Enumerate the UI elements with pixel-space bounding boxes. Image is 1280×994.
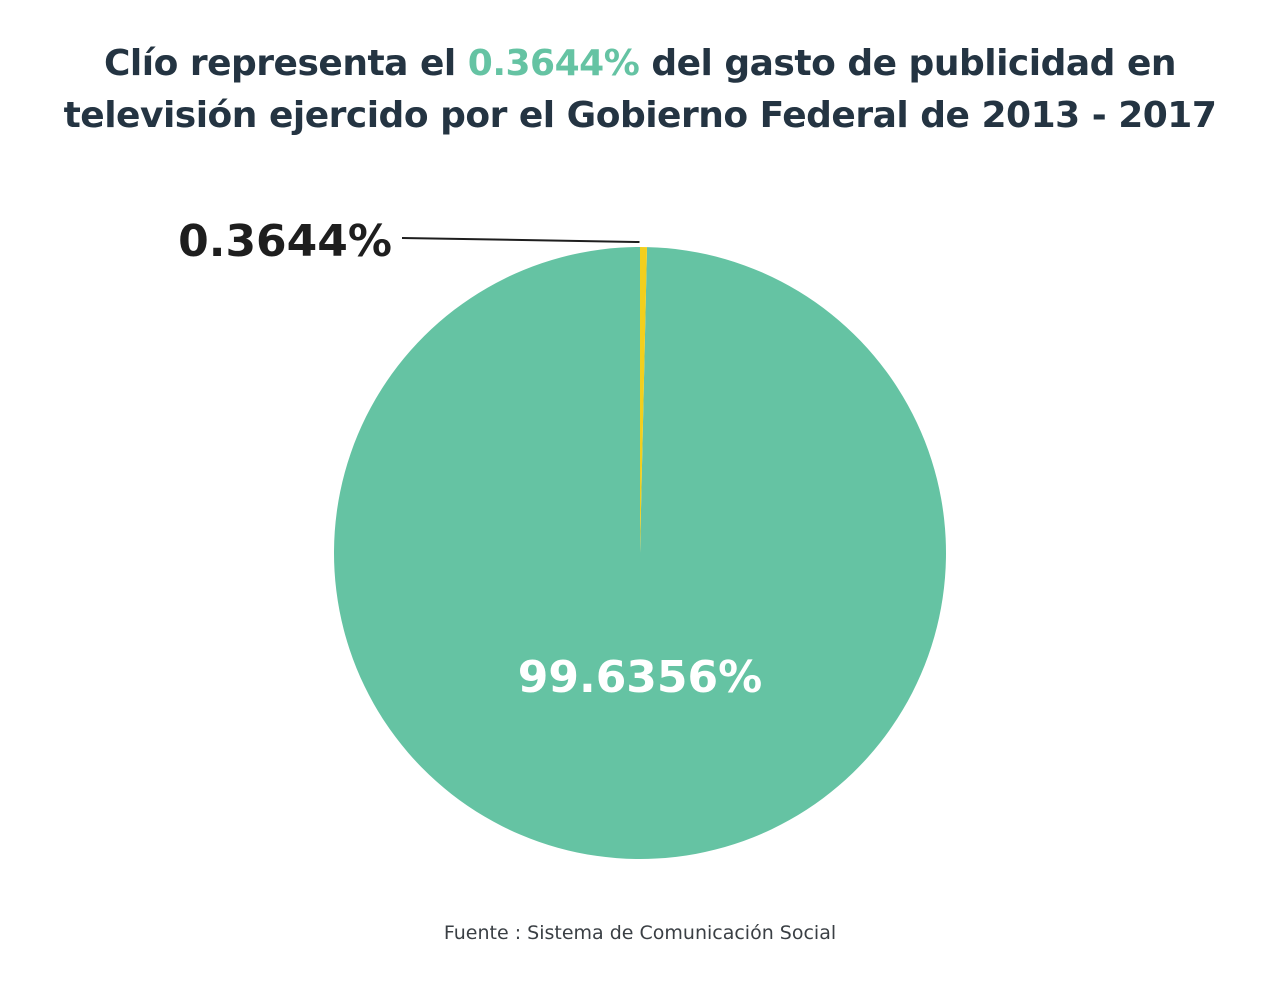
title-part-1: Clío representa el <box>104 43 468 84</box>
pie-slice-small <box>640 247 648 553</box>
small-slice-label: 0.3644% <box>178 216 392 267</box>
pie-slice-main <box>333 246 946 859</box>
callout-leader-line <box>401 237 640 244</box>
title-line-1: Clío representa el 0.3644% del gasto de … <box>0 38 1280 90</box>
main-slice-label: 99.6356% <box>518 652 763 703</box>
title-highlight-percent: 0.3644% <box>467 43 640 84</box>
chart-title: Clío representa el 0.3644% del gasto de … <box>0 38 1280 142</box>
pie-slices <box>333 246 946 859</box>
source-note: Fuente : Sistema de Comunicación Social <box>443 922 837 944</box>
title-line-2: televisión ejercido por el Gobierno Fede… <box>63 95 1217 136</box>
title-part-2: del gasto de publicidad en <box>639 43 1176 84</box>
